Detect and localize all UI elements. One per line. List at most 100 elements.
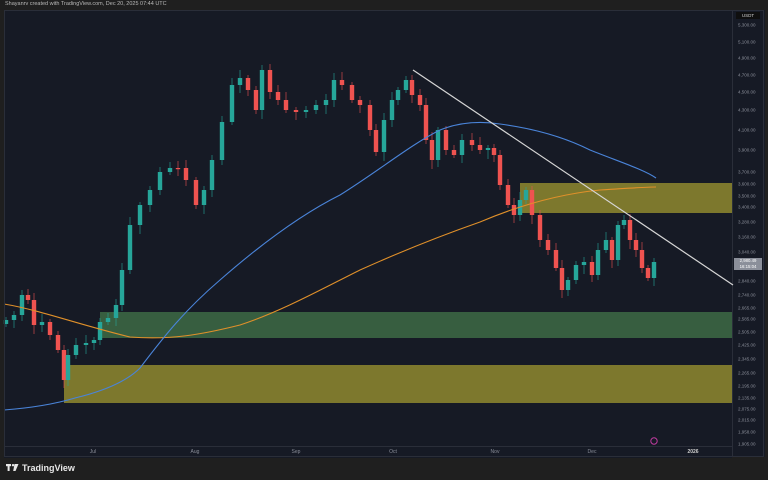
time-label: Nov [490,449,500,455]
candle-body [293,110,299,112]
price-label: 4,700.00 [738,72,756,78]
price-label: 4,300.00 [738,107,756,113]
candle-body [25,295,31,300]
candle-body [39,322,45,325]
price-label: 2,740.00 [738,292,756,298]
candle-body [237,78,243,85]
candle-body [429,140,435,160]
candle-body [603,240,609,250]
candle-body [621,220,627,225]
candle-body [91,340,97,343]
price-label: 3,040.00 [738,249,756,255]
candle-body [283,100,289,110]
candle-body [505,185,511,205]
candle-body [113,305,119,318]
candle-body [573,265,579,280]
candle-body [127,225,133,270]
price-label: 2,195.00 [738,383,756,389]
candle-body [253,90,259,110]
candle-body [545,240,551,250]
demand-zone[interactable] [100,312,732,338]
candle-body [323,100,329,105]
price-label: 2,345.00 [738,356,756,362]
tradingview-logo-icon [6,464,19,471]
candle-body [331,80,337,100]
candle-body [395,90,401,100]
candle-body [73,345,79,355]
candle-body [497,155,503,185]
price-label: 5,300.00 [738,22,756,28]
candle-body [373,130,379,152]
price-label: 2,075.00 [738,406,756,412]
replay-icon[interactable] [650,437,658,445]
candle-body [167,168,173,172]
candlesticks [3,64,657,388]
price-label: 4,900.00 [738,55,756,61]
price-label: 2,015.00 [738,417,756,423]
price-label: 1,958.00 [738,429,756,435]
candle-body [645,268,651,278]
candle-body [537,215,543,240]
price-label: 1,905.00 [738,441,756,447]
candle-body [627,220,633,240]
lower-support-zone[interactable] [64,365,732,403]
candle-body [105,318,111,322]
time-label: 2026 [687,449,699,455]
price-label: 3,400.00 [738,204,756,210]
last-price: 2,980.49 [739,258,757,263]
currency-badge[interactable]: USDT [736,12,760,19]
brand-name: TradingView [22,463,75,473]
candle-body [357,100,363,105]
bar-countdown: 16:15:04 [739,263,757,269]
candle-body [651,262,657,278]
price-axis[interactable] [732,10,765,457]
candle-body [157,172,163,190]
ma-fast-line [3,121,657,411]
credit-text: Shayanrv created with TradingView.com, D… [5,1,167,7]
candle-body [97,322,103,340]
top-bar: Shayanrv created with TradingView.com, D… [0,0,768,10]
candle-body [459,140,465,155]
candle-body [529,190,535,215]
candle-body [615,225,621,260]
price-label: 3,600.00 [738,181,756,187]
price-label: 3,500.00 [738,193,756,199]
candle-body [31,300,37,325]
candle-body [403,80,409,90]
price-label: 3,900.00 [738,147,756,153]
candle-body [553,250,559,268]
candle-body [609,240,615,260]
tradingview-logo[interactable]: TradingView [6,463,75,473]
candle-body [3,320,9,324]
price-label: 2,265.00 [738,370,756,376]
candle-body [511,205,517,215]
candle-body [559,268,565,290]
price-label: 2,665.00 [738,305,756,311]
candle-body [313,105,319,110]
candle-body [485,148,491,150]
descending-trendline[interactable] [412,69,734,286]
price-label: 3,700.00 [738,169,756,175]
ma-slow-line [3,186,657,339]
candle-body [137,205,143,225]
price-label: 2,425.00 [738,342,756,348]
candle-body [303,110,309,112]
candle-body [443,130,449,150]
price-label: 3,280.00 [738,219,756,225]
candle-body [639,250,645,268]
price-label: 2,135.00 [738,395,756,401]
price-label: 2,505.00 [738,329,756,335]
price-label: 2,585.00 [738,316,756,322]
time-label: Oct [389,449,397,455]
candle-body [65,355,71,380]
candle-body [451,150,457,155]
price-label: 2,840.00 [738,278,756,284]
time-axis[interactable] [4,446,732,458]
candle-body [589,262,595,275]
candle-body [183,168,189,180]
candle-body [381,120,387,152]
candle-body [523,190,529,200]
candle-body [389,100,395,120]
price-label: 5,100.00 [738,39,756,45]
